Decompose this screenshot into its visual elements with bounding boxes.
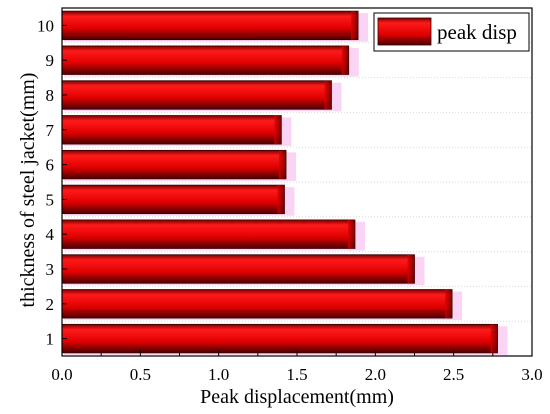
bar-end-8: [324, 80, 332, 110]
bar-4: [61, 219, 356, 249]
bar-3: [61, 254, 415, 284]
x-tick-label: 2.5: [443, 365, 464, 384]
y-tick-label: 7: [46, 121, 55, 140]
legend-swatch: [377, 17, 432, 46]
y-tick-label: 1: [46, 330, 55, 349]
x-tick-label: 0.5: [130, 365, 151, 384]
bar-8: [61, 80, 332, 110]
bar-end-10: [351, 11, 359, 40]
x-tick-label: 0.0: [51, 365, 72, 384]
bar-9: [61, 45, 350, 75]
y-axis-title: thickness of steel jacket(mm): [17, 73, 39, 308]
bars: [61, 10, 508, 355]
legend-label: peak disp: [437, 20, 517, 44]
y-tick-label: 9: [46, 51, 55, 70]
x-axis-title: Peak displacement(mm): [200, 386, 394, 408]
bar-10: [61, 10, 359, 41]
axes: [61, 7, 533, 357]
x-tick-label: 2.0: [365, 365, 386, 384]
bar-1: [61, 323, 498, 354]
y-tick-label: 4: [46, 225, 55, 244]
bar-2: [61, 289, 453, 319]
bar-end-7: [274, 115, 282, 145]
bar-6: [61, 149, 287, 180]
bar-end-1: [490, 324, 498, 353]
bar-end-4: [347, 219, 355, 249]
y-tick-label: 3: [46, 260, 55, 279]
grid-lines: [62, 42, 532, 322]
x-tick-label: 1.5: [286, 365, 307, 384]
y-tick-labels: 1 2 3 4 5 6 7 8 9 10: [37, 16, 55, 348]
y-tick-label: 8: [46, 86, 55, 105]
y-tick-label: 2: [46, 295, 55, 314]
x-tick-label: 1.0: [208, 365, 229, 384]
bar-end-3: [407, 254, 415, 284]
bar-end-2: [445, 289, 453, 319]
bar-end-5: [277, 185, 285, 214]
bar-end-6: [279, 150, 287, 179]
y-tick-label: 10: [37, 16, 54, 35]
bar-7: [61, 115, 282, 145]
legend: peak disp: [373, 12, 530, 52]
x-tick-labels: 0.0 0.5 1.0 1.5 2.0 2.5 3.0: [51, 365, 542, 384]
y-tick-label: 5: [46, 190, 55, 209]
bar-end-9: [341, 45, 349, 75]
bar-5: [61, 184, 285, 215]
y-tick-label: 6: [46, 156, 55, 175]
x-tick-label: 3.0: [521, 365, 542, 384]
